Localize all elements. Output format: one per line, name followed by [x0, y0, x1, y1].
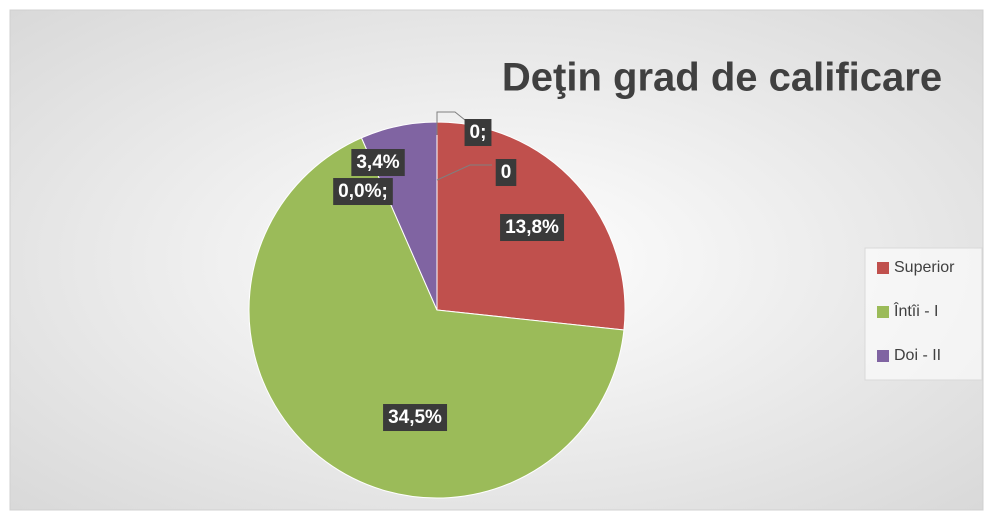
- legend-label: Superior: [894, 259, 955, 276]
- data-label-box: [351, 149, 405, 177]
- annotation-box: [333, 178, 393, 206]
- annotation-box: [495, 159, 517, 187]
- leader-line: [436, 111, 466, 135]
- legend-label: Întîi - I: [893, 301, 938, 320]
- annotation: 0: [501, 162, 512, 183]
- annotation: 0,0%;: [338, 181, 388, 202]
- annotation: 0;: [470, 122, 487, 143]
- data-label-box: [500, 214, 565, 242]
- pie-slice: [248, 137, 625, 499]
- legend-swatch: [877, 350, 889, 362]
- legend-label: Doi - II: [894, 347, 941, 364]
- annotation-box: [464, 119, 492, 147]
- data-label: 3,4%: [356, 152, 399, 173]
- data-label: 13,8%: [505, 217, 559, 238]
- data-label-box: [383, 404, 448, 432]
- legend-swatch: [877, 262, 889, 274]
- leader-line: [436, 164, 492, 181]
- data-label: 34,5%: [388, 407, 442, 428]
- chart-title: Deţin grad de calificare: [502, 56, 942, 100]
- legend-swatch: [877, 306, 889, 318]
